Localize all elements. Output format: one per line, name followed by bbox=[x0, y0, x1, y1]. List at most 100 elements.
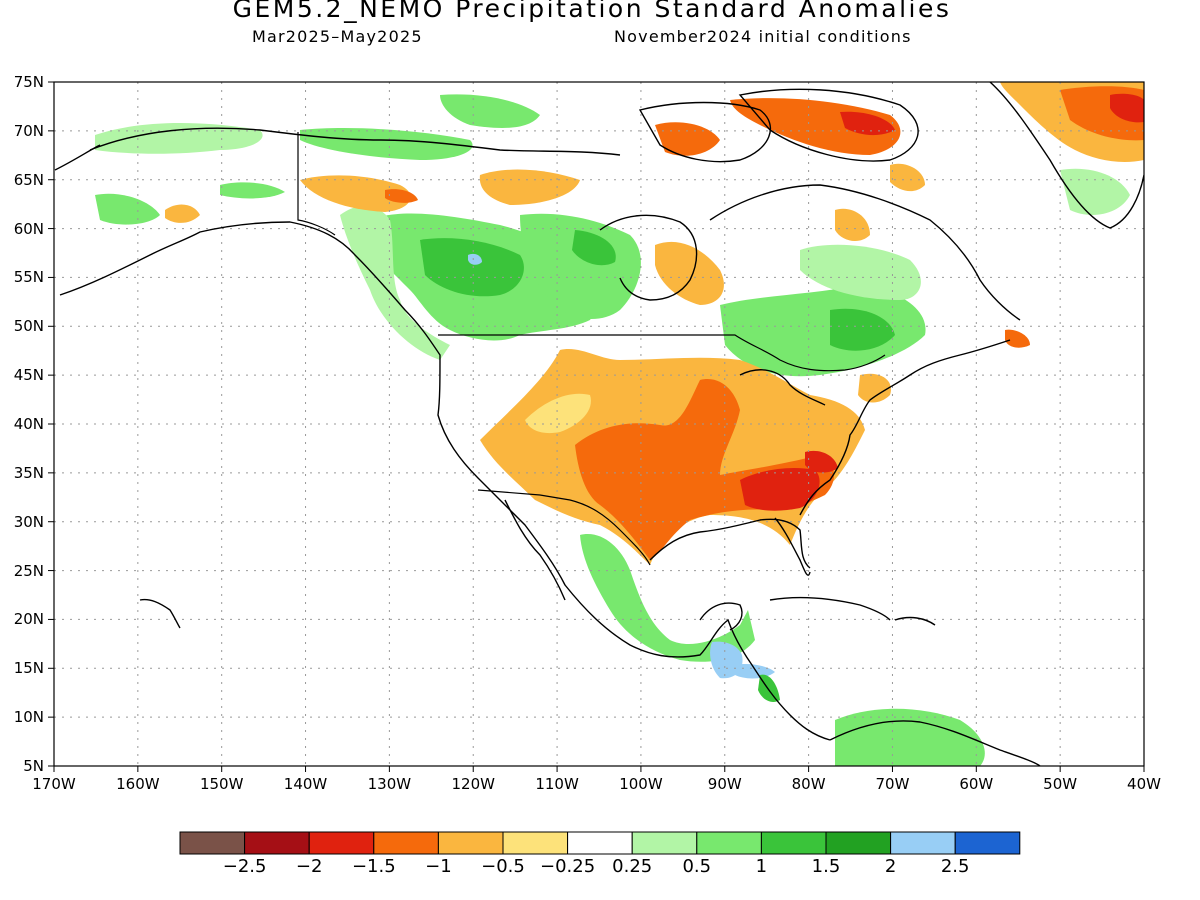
colorbar-swatch bbox=[437, 831, 504, 855]
greenland-coast bbox=[989, 82, 1144, 229]
hudson-bay bbox=[599, 214, 698, 301]
lon-label: 140W bbox=[283, 775, 328, 793]
wet-region-arctic-alaska bbox=[95, 123, 263, 154]
lat-label: 30N bbox=[13, 512, 44, 531]
colorbar-swatch bbox=[567, 831, 633, 855]
dry-region-quebec-east bbox=[835, 208, 870, 242]
colorbar-swatch bbox=[179, 831, 246, 855]
lon-label: 80W bbox=[791, 775, 826, 793]
period-label: Mar2025–May2025 bbox=[252, 27, 423, 46]
alaska-north-coast bbox=[54, 144, 101, 171]
dry-region-southeast bbox=[740, 468, 820, 511]
lat-label: 65N bbox=[13, 170, 44, 189]
colorbar-swatch bbox=[890, 831, 956, 855]
us-canada-border bbox=[438, 334, 886, 372]
colorbar-swatch bbox=[502, 831, 569, 855]
lat-label: 45N bbox=[13, 366, 44, 385]
colorbar-swatch bbox=[308, 831, 375, 855]
lon-label: 100W bbox=[619, 775, 663, 793]
florida bbox=[774, 517, 811, 576]
alaska-canada-border bbox=[297, 132, 336, 236]
baffin-island bbox=[638, 101, 771, 163]
wet-region-west-canada-core bbox=[420, 238, 524, 297]
dry-region-arctic-ne-strong bbox=[840, 111, 895, 136]
dry-region-greenland-strong bbox=[1110, 93, 1144, 123]
lon-label: 130W bbox=[367, 775, 412, 793]
coastlines bbox=[54, 82, 1144, 766]
dry-region-northeast bbox=[858, 373, 891, 403]
cuba bbox=[769, 596, 891, 621]
colorbar bbox=[179, 831, 1021, 855]
lon-label: 150W bbox=[199, 775, 244, 793]
wet-region-arctic-alaska-b bbox=[220, 182, 285, 199]
lat-label: 40N bbox=[13, 415, 44, 433]
lat-lon-grid bbox=[54, 82, 1144, 766]
great-lakes bbox=[739, 369, 826, 406]
wet-spot-max bbox=[468, 253, 482, 265]
wet-region-greenland bbox=[1060, 168, 1130, 215]
lat-label: 60N bbox=[13, 219, 44, 238]
colorbar-label: 1 bbox=[755, 856, 768, 877]
north-america-coast bbox=[59, 221, 831, 741]
dry-region-nova-scotia bbox=[1005, 329, 1030, 348]
ellesmere bbox=[738, 88, 919, 162]
wet-region-quebec-core bbox=[830, 308, 895, 351]
lon-label: 110W bbox=[535, 775, 579, 793]
lon-label: 160W bbox=[116, 775, 160, 793]
colorbar-label: −0.5 bbox=[481, 856, 525, 877]
wet-region-central-canada-core bbox=[572, 230, 616, 266]
dry-region-plains-light bbox=[525, 393, 591, 434]
labrador-coast bbox=[709, 184, 1021, 321]
gulf-coast bbox=[649, 518, 811, 569]
colorbar-swatch bbox=[631, 831, 698, 855]
colorbar-label: 2.5 bbox=[940, 856, 970, 877]
lon-label: 120W bbox=[451, 775, 495, 793]
lon-label: 170W bbox=[32, 775, 76, 793]
colorbar-label: −1.5 bbox=[351, 856, 396, 877]
dry-region-yukon-mod bbox=[385, 189, 418, 203]
wet-region-arctic-north bbox=[440, 94, 540, 128]
lat-label: 15N bbox=[13, 659, 44, 678]
yucatan bbox=[699, 602, 743, 631]
wet-region-arctic-islands bbox=[300, 128, 473, 160]
map-title: GEM5.2_NEMO Precipitation Standard Anoma… bbox=[232, 0, 952, 23]
lon-label: 70W bbox=[875, 775, 910, 793]
lat-label: 10N bbox=[13, 708, 44, 727]
lat-label: 25N bbox=[13, 561, 44, 580]
arctic-coast bbox=[89, 127, 621, 156]
lon-label: 50W bbox=[1043, 775, 1078, 793]
anomaly-shading bbox=[95, 82, 1144, 766]
hispaniola bbox=[894, 616, 936, 626]
wet-region-central-america-max bbox=[710, 641, 743, 679]
colorbar-swatch bbox=[696, 831, 762, 855]
wet-region-labrador bbox=[800, 244, 921, 300]
colorbar-label: 0.5 bbox=[682, 856, 712, 877]
dry-region-james-bay bbox=[655, 241, 724, 305]
wet-region-mexico bbox=[580, 534, 755, 662]
wet-region-bc bbox=[340, 205, 450, 360]
colorbar-label: −2.5 bbox=[222, 856, 267, 877]
wet-region-ak-south bbox=[95, 193, 160, 225]
lat-label: 75N bbox=[13, 73, 44, 91]
wet-region-quebec bbox=[720, 285, 926, 377]
us-mexico-border bbox=[477, 489, 651, 566]
south-america-coast bbox=[829, 720, 1041, 766]
lat-label: 50N bbox=[13, 317, 44, 336]
lon-label: 90W bbox=[707, 775, 742, 793]
lon-label: 40W bbox=[1127, 775, 1161, 793]
colorbar-label: −1 bbox=[425, 856, 452, 877]
colorbar-swatch bbox=[825, 831, 892, 855]
east-coast bbox=[799, 339, 1011, 516]
axis-ticks bbox=[48, 81, 1145, 772]
lat-label: 5N bbox=[23, 757, 44, 775]
dry-region-nwt bbox=[479, 169, 580, 205]
colorbar-label: 0.25 bbox=[612, 856, 653, 877]
dry-region-baffin-light bbox=[890, 163, 925, 192]
colorbar-swatch bbox=[954, 831, 1021, 855]
lat-label: 20N bbox=[13, 610, 44, 629]
lon-label: 60W bbox=[959, 775, 994, 793]
colorbar-swatch bbox=[760, 831, 827, 855]
hawaii bbox=[139, 598, 181, 629]
colorbar-label: 2 bbox=[884, 856, 897, 877]
